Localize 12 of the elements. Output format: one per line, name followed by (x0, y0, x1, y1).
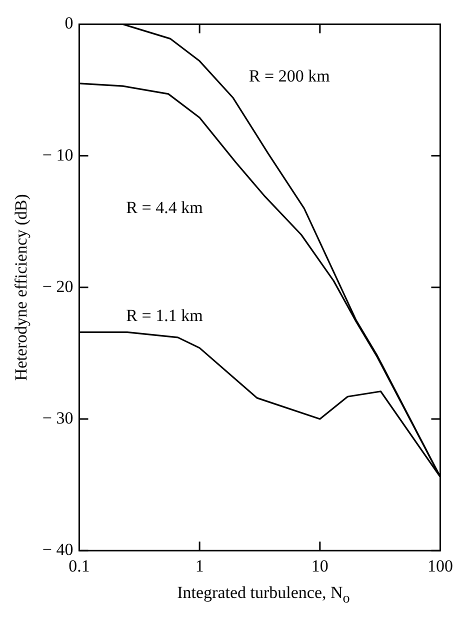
x-tick-label: 1 (195, 556, 204, 576)
annotation: R = 200 km (248, 66, 330, 86)
x-tick-label: 100 (428, 556, 453, 576)
x-tick-label: 10 (311, 556, 328, 576)
annotation: R = 4.4 km (126, 198, 203, 217)
y-tick-label: − 10 (42, 145, 74, 164)
y-tick-label: 0 (64, 14, 74, 33)
y-axis-title: Heterodyne efficiency (dB) (12, 194, 31, 381)
y-tick-label: − 30 (42, 408, 74, 428)
y-tick-label: − 20 (42, 276, 74, 296)
x-axis-title: Integrated turbulence, N$_{o}$ (176, 583, 351, 608)
annotation: R = 1.1 km (126, 306, 203, 325)
